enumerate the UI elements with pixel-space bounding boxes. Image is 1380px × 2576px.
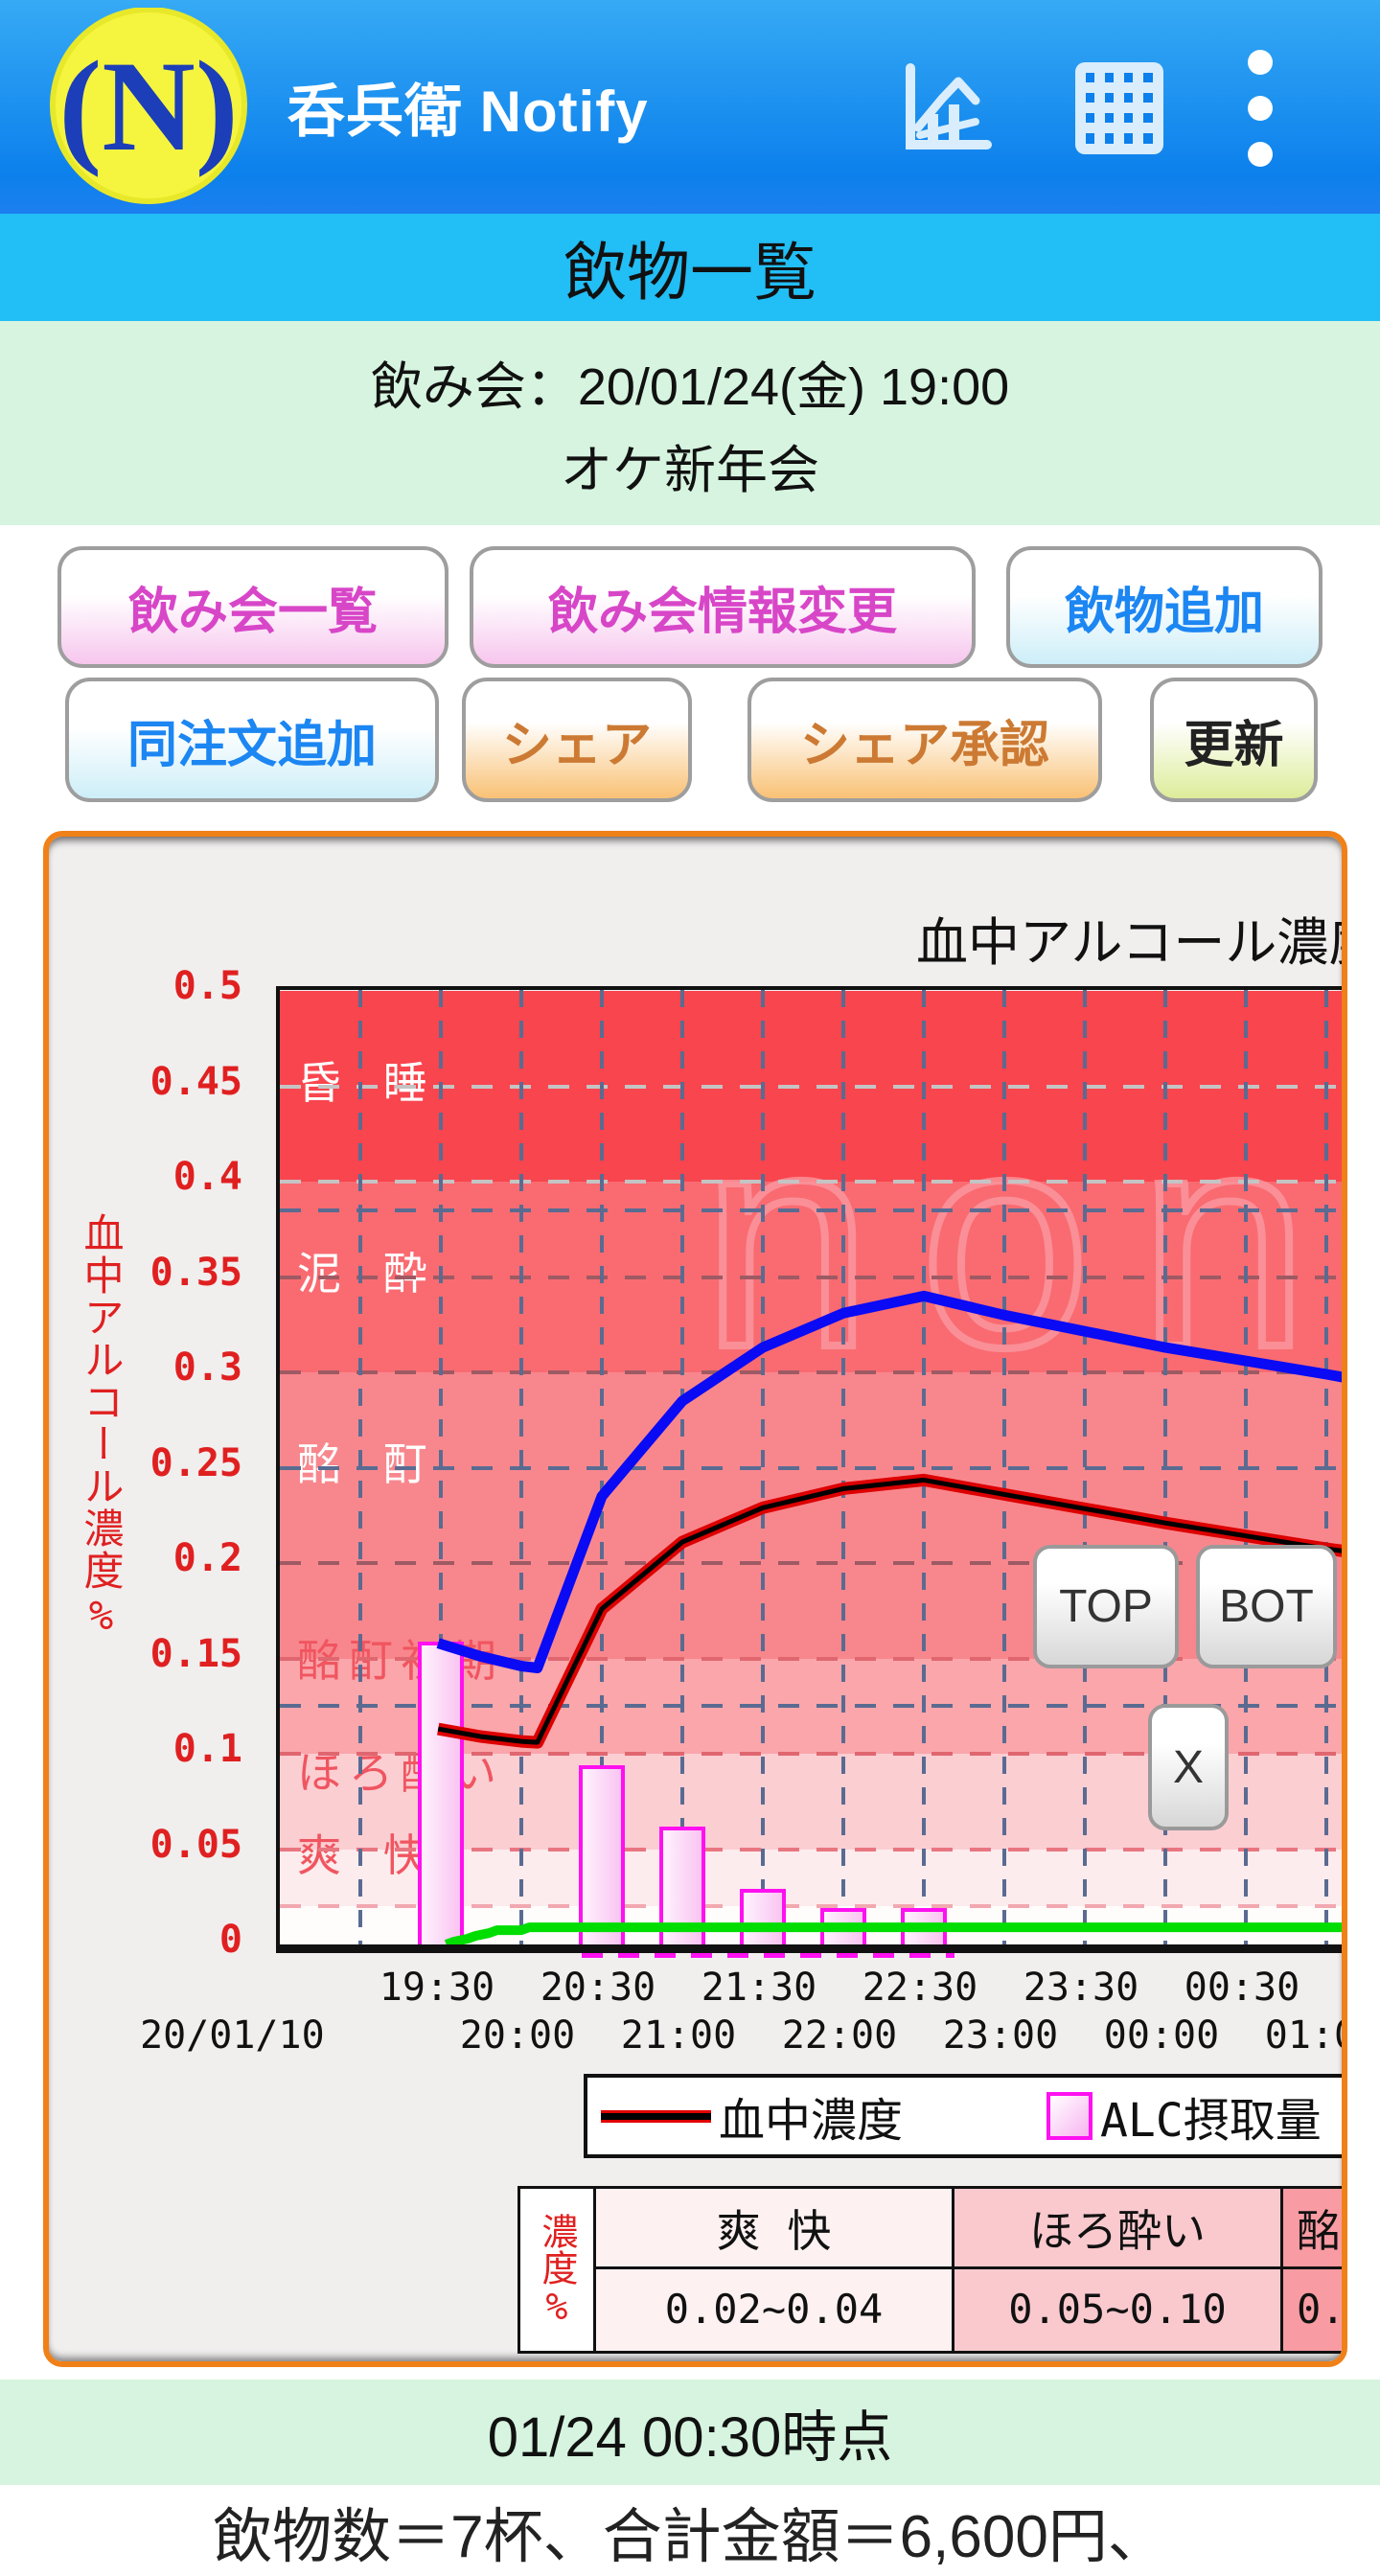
- y-tick-label: 0.1: [172, 1727, 242, 1771]
- h-gridline: [280, 1656, 1342, 1661]
- zone-range: 0.02~0.04: [664, 2285, 884, 2333]
- alc-intake-bar: [579, 1764, 625, 1944]
- zone-table-col: ほろ酔い 0.05~0.10: [952, 2189, 1280, 2351]
- x-tick-label: 20:00: [459, 2013, 576, 2058]
- zone-table-row-header: 濃度%: [520, 2189, 593, 2351]
- alc-intake-bar: [740, 1889, 786, 1944]
- zone-range: 0.05~0.10: [1008, 2285, 1227, 2333]
- zone-name: ほろ酔い: [954, 2189, 1280, 2269]
- legend-alc-box-swatch: [1046, 2092, 1093, 2140]
- y-tick-label: 0.35: [150, 1250, 242, 1295]
- event-datetime: 飲み会：20/01/24(金) 19:00: [370, 357, 1010, 416]
- zone-table-col: 酩酊初期 0.11~0.15: [1280, 2189, 1346, 2351]
- line-series: [436, 1290, 1342, 1944]
- h-gridline: [280, 1904, 1342, 1909]
- h-gridline: [280, 1275, 1342, 1279]
- clipped-bottom-line: 血中濃度＝0.298、残存濃度＝0.302: [0, 2561, 1380, 2576]
- y-axis-title: 血中アルコール濃度%: [78, 1212, 125, 1641]
- zone-name: 酩酊初期: [1283, 2189, 1342, 2269]
- v-gridline: [1244, 990, 1248, 1944]
- y-tick-label: 0.15: [150, 1631, 242, 1676]
- h-gridline: [280, 1370, 1342, 1374]
- v-gridline: [1002, 990, 1006, 1944]
- share-approve-button[interactable]: シェア承認: [748, 678, 1102, 802]
- x-tick-label: 21:00: [620, 2013, 737, 2058]
- y-tick-label: 0.4: [172, 1155, 242, 1199]
- zone-table-col: 爽 快 0.02~0.04: [593, 2189, 952, 2351]
- drinking-period-dash: [582, 1953, 955, 1958]
- chart-card: 血中アルコール濃度グラフ 血中アルコール濃度% 0.5 0.45 0.4 0.35 0.…: [43, 831, 1347, 2367]
- x-tick-label: 21:30: [701, 1966, 817, 2010]
- status-timestamp: 01/24 00:30時点: [0, 2380, 1380, 2485]
- y-tick-label: 0: [218, 1918, 242, 1962]
- h-gridline: [280, 1180, 1342, 1184]
- y-tick-label: 0.05: [150, 1822, 242, 1867]
- event-name: オケ新年会: [561, 441, 819, 499]
- v-gridline: [922, 990, 926, 1944]
- x-tick-label: 22:30: [862, 1966, 978, 2010]
- party-list-button[interactable]: 飲み会一覧: [58, 546, 448, 668]
- chart-title: 血中アルコール濃度グラフ: [916, 912, 1342, 973]
- x-tick-label: 23:00: [942, 2013, 1059, 2058]
- legend-alc-label: ALC摂取量: [1100, 2094, 1322, 2148]
- x-tick-label: 23:30: [1023, 1966, 1139, 2010]
- same-order-add-button[interactable]: 同注文追加: [65, 678, 439, 802]
- legend-bac-label: 血中濃度: [719, 2094, 904, 2148]
- legend-bac-line-swatch: [601, 2109, 711, 2123]
- zone-range: 0.11~0.15: [1297, 2285, 1346, 2333]
- x-tick-label: 01:00: [1264, 2013, 1342, 2058]
- refresh-button[interactable]: 更新: [1150, 678, 1318, 802]
- v-gridline: [1163, 990, 1167, 1944]
- y-tick-label: 0.45: [150, 1059, 242, 1104]
- event-info: 飲み会：20/01/24(金) 19:00 オケ新年会: [0, 321, 1380, 525]
- v-gridline: [1324, 990, 1328, 1944]
- y-tick-label: 0.25: [150, 1440, 242, 1485]
- v-gridline: [358, 990, 362, 1944]
- v-gridline: [519, 990, 523, 1944]
- x-tick-label: 22:00: [781, 2013, 898, 2058]
- chart-legend: 血中濃度 ALC摂取量: [584, 2074, 1342, 2158]
- v-gridline: [439, 990, 443, 1944]
- overflow-menu-icon[interactable]: [1231, 49, 1289, 167]
- svg-text:(N): (N): [58, 35, 238, 178]
- v-gridline: [1083, 990, 1087, 1944]
- alc-intake-bar: [418, 1641, 464, 1944]
- x-axis-date: 20/01/10: [140, 2013, 325, 2058]
- x-tick-label: 00:30: [1184, 1966, 1300, 2010]
- zone-name: 爽 快: [596, 2189, 952, 2269]
- app-title: 呑兵衛 Notify: [288, 80, 649, 144]
- close-overlay-button[interactable]: X: [1148, 1704, 1229, 1830]
- v-gridline: [841, 990, 845, 1944]
- h-gridline: [280, 1084, 1342, 1089]
- party-info-edit-button[interactable]: 飲み会情報変更: [470, 546, 976, 668]
- add-drink-button[interactable]: 飲物追加: [1006, 546, 1322, 668]
- x-tick-label: 20:30: [540, 1966, 656, 2010]
- grid-icon[interactable]: [1069, 58, 1169, 158]
- bac-zone-table: 濃度% 爽 快 0.02~0.04 ほろ酔い 0.05~0.10 酩酊初期 0.…: [518, 2186, 1346, 2354]
- h-gridline: [280, 1465, 1342, 1470]
- v-gridline: [680, 990, 684, 1944]
- x-tick-label: 00:00: [1103, 2013, 1220, 2058]
- chart-icon[interactable]: [896, 58, 997, 158]
- x-tick-label: 19:30: [379, 1966, 495, 2010]
- y-tick-label: 0.3: [172, 1346, 242, 1390]
- plot-area: non TOP BOT X 昏 睡泥 酔酩 酊酩酊初期 ほろ酔い爽 快: [276, 986, 1342, 1953]
- h-gridline: [280, 1208, 1342, 1212]
- h-gridline: [280, 1561, 1342, 1565]
- h-gridline: [280, 1752, 1342, 1756]
- page-title: 飲物一覧: [0, 214, 1380, 321]
- v-gridline: [761, 990, 765, 1944]
- share-button[interactable]: シェア: [462, 678, 692, 802]
- scroll-top-button[interactable]: TOP: [1033, 1545, 1179, 1668]
- y-tick-label: 0.5: [172, 964, 242, 1008]
- v-gridline: [600, 990, 604, 1944]
- app-bar: (N) 呑兵衛 Notify: [0, 0, 1380, 214]
- scroll-bottom-button[interactable]: BOT: [1196, 1545, 1337, 1668]
- h-gridline: [280, 1847, 1342, 1852]
- app-logo-icon: (N): [50, 8, 247, 204]
- h-gridline: [280, 1704, 1342, 1709]
- y-tick-label: 0.2: [172, 1536, 242, 1580]
- totals-summary: 飲物数＝7杯、合計金額＝6,600円、: [213, 2504, 1167, 2570]
